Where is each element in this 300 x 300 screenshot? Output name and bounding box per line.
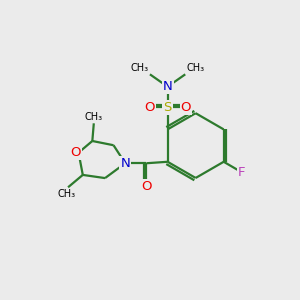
Text: N: N xyxy=(163,80,172,93)
Text: F: F xyxy=(238,166,245,179)
Text: O: O xyxy=(70,146,81,159)
Text: CH₃: CH₃ xyxy=(187,63,205,73)
Text: S: S xyxy=(164,101,172,114)
Text: O: O xyxy=(141,180,152,193)
Text: N: N xyxy=(120,157,130,170)
Text: CH₃: CH₃ xyxy=(130,63,148,73)
Text: O: O xyxy=(144,101,154,114)
Text: CH₃: CH₃ xyxy=(85,112,103,122)
Text: CH₃: CH₃ xyxy=(58,189,76,199)
Text: O: O xyxy=(181,101,191,114)
